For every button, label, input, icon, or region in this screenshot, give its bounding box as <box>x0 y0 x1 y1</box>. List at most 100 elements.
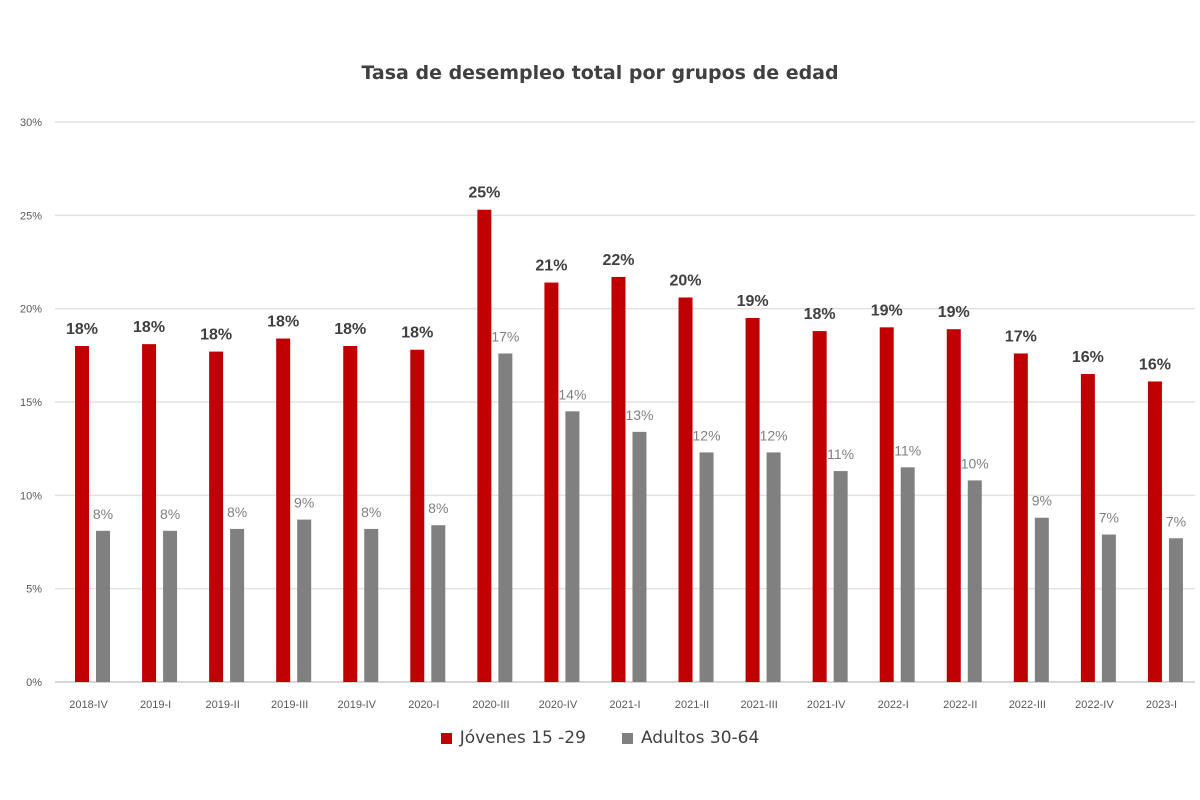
x-tick-label: 2023-I <box>1146 699 1177 711</box>
bar-series-2 <box>431 525 446 682</box>
bar-series-1 <box>879 327 894 682</box>
bar-series-1 <box>209 351 224 682</box>
chart-legend: Jóvenes 15 -29 Adultos 30-64 <box>0 728 1200 748</box>
bar-series-1 <box>611 276 626 682</box>
bar-series-1 <box>946 329 961 682</box>
y-tick-label: 5% <box>26 584 42 596</box>
y-tick-label: 20% <box>20 304 42 316</box>
data-label-series-1: 18% <box>804 306 836 323</box>
x-tick-label: 2022-IV <box>1075 699 1114 711</box>
data-label-series-1: 18% <box>133 319 165 336</box>
bar-series-2 <box>833 471 848 682</box>
data-label-series-2: 8% <box>227 504 247 520</box>
data-label-series-1: 19% <box>737 293 769 310</box>
y-tick-label: 25% <box>20 210 42 222</box>
data-label-series-2: 7% <box>1166 513 1186 529</box>
data-label-series-1: 22% <box>602 252 634 269</box>
legend-label-series-1: Jóvenes 15 -29 <box>459 728 586 748</box>
legend-swatch-series-1 <box>440 732 452 744</box>
data-label-series-2: 11% <box>827 446 854 462</box>
data-label-series-1: 21% <box>535 258 567 275</box>
data-label-series-1: 18% <box>66 321 98 338</box>
data-label-series-2: 13% <box>625 407 653 423</box>
bar-series-1 <box>812 331 827 682</box>
data-label-series-2: 12% <box>760 427 788 443</box>
y-tick-label: 30% <box>20 117 42 129</box>
data-label-series-1: 16% <box>1072 349 1104 366</box>
x-tick-label: 2019-III <box>271 699 308 711</box>
x-tick-label: 2022-II <box>943 699 977 711</box>
x-tick-label: 2020-IV <box>539 699 578 711</box>
bar-series-2 <box>565 411 580 682</box>
data-label-series-2: 10% <box>961 455 989 471</box>
data-label-series-1: 18% <box>267 314 299 331</box>
bar-series-2 <box>1101 534 1116 682</box>
legend-item-series-2: Adultos 30-64 <box>621 728 760 748</box>
bar-series-2 <box>1034 517 1049 682</box>
x-tick-label: 2022-III <box>1009 699 1046 711</box>
x-tick-label: 2019-II <box>206 699 240 711</box>
x-tick-label: 2019-I <box>140 699 171 711</box>
x-tick-label: 2020-I <box>408 699 439 711</box>
bar-series-1 <box>745 318 760 682</box>
x-tick-label: 2021-IV <box>807 699 846 711</box>
data-label-series-2: 8% <box>361 504 381 520</box>
data-label-series-2: 7% <box>1099 510 1119 526</box>
legend-label-series-2: Adultos 30-64 <box>640 728 760 748</box>
bar-series-2 <box>967 480 982 682</box>
bar-series-2 <box>1168 538 1183 682</box>
bar-series-1 <box>410 349 425 682</box>
bar-series-2 <box>163 530 178 682</box>
bar-series-1 <box>544 282 559 682</box>
data-label-series-1: 19% <box>938 304 970 321</box>
bar-series-2 <box>900 467 915 682</box>
x-tick-label: 2020-III <box>472 699 509 711</box>
bar-series-1 <box>477 209 492 682</box>
y-tick-label: 10% <box>20 490 42 502</box>
x-tick-label: 2018-IV <box>69 699 108 711</box>
data-label-series-2: 14% <box>558 386 586 402</box>
data-label-series-2: 11% <box>894 442 921 458</box>
x-tick-label: 2021-III <box>740 699 777 711</box>
data-label-series-2: 9% <box>294 495 314 511</box>
bar-series-2 <box>364 528 379 682</box>
bar-series-2 <box>632 431 647 682</box>
bar-series-1 <box>75 346 89 682</box>
legend-swatch-series-2 <box>621 732 633 744</box>
bar-series-2 <box>498 353 513 682</box>
x-tick-label: 2022-I <box>878 699 909 711</box>
bar-series-2 <box>766 452 781 682</box>
y-tick-label: 0% <box>26 677 42 689</box>
bar-series-2 <box>297 519 312 682</box>
x-tick-label: 2019-IV <box>337 699 376 711</box>
data-label-series-1: 18% <box>200 327 232 344</box>
data-label-series-1: 20% <box>670 272 702 289</box>
bar-series-2 <box>699 452 714 682</box>
bar-series-2 <box>96 530 110 682</box>
data-label-series-2: 17% <box>491 328 519 344</box>
data-label-series-2: 9% <box>1032 493 1052 509</box>
x-tick-label: 2021-II <box>675 699 709 711</box>
data-label-series-2: 8% <box>93 506 113 522</box>
data-label-series-1: 18% <box>334 321 366 338</box>
bar-series-1 <box>1080 374 1095 682</box>
x-tick-label: 2021-I <box>609 699 640 711</box>
chart-title: Tasa de desempleo total por grupos de ed… <box>361 62 839 84</box>
data-label-series-2: 12% <box>693 427 721 443</box>
bar-series-1 <box>1013 353 1028 682</box>
data-label-series-2: 8% <box>428 500 448 516</box>
data-label-series-1: 19% <box>871 302 903 319</box>
bar-series-2 <box>230 528 245 682</box>
data-label-series-1: 16% <box>1139 356 1171 373</box>
data-label-series-1: 25% <box>468 185 500 202</box>
data-label-series-2: 8% <box>160 506 180 522</box>
bar-series-1 <box>343 346 358 682</box>
bar-series-1 <box>142 344 157 682</box>
bar-series-1 <box>1147 381 1162 682</box>
legend-item-series-1: Jóvenes 15 -29 <box>440 728 586 748</box>
data-label-series-1: 18% <box>401 325 433 342</box>
y-tick-label: 15% <box>20 397 42 409</box>
data-label-series-1: 17% <box>1005 328 1037 345</box>
